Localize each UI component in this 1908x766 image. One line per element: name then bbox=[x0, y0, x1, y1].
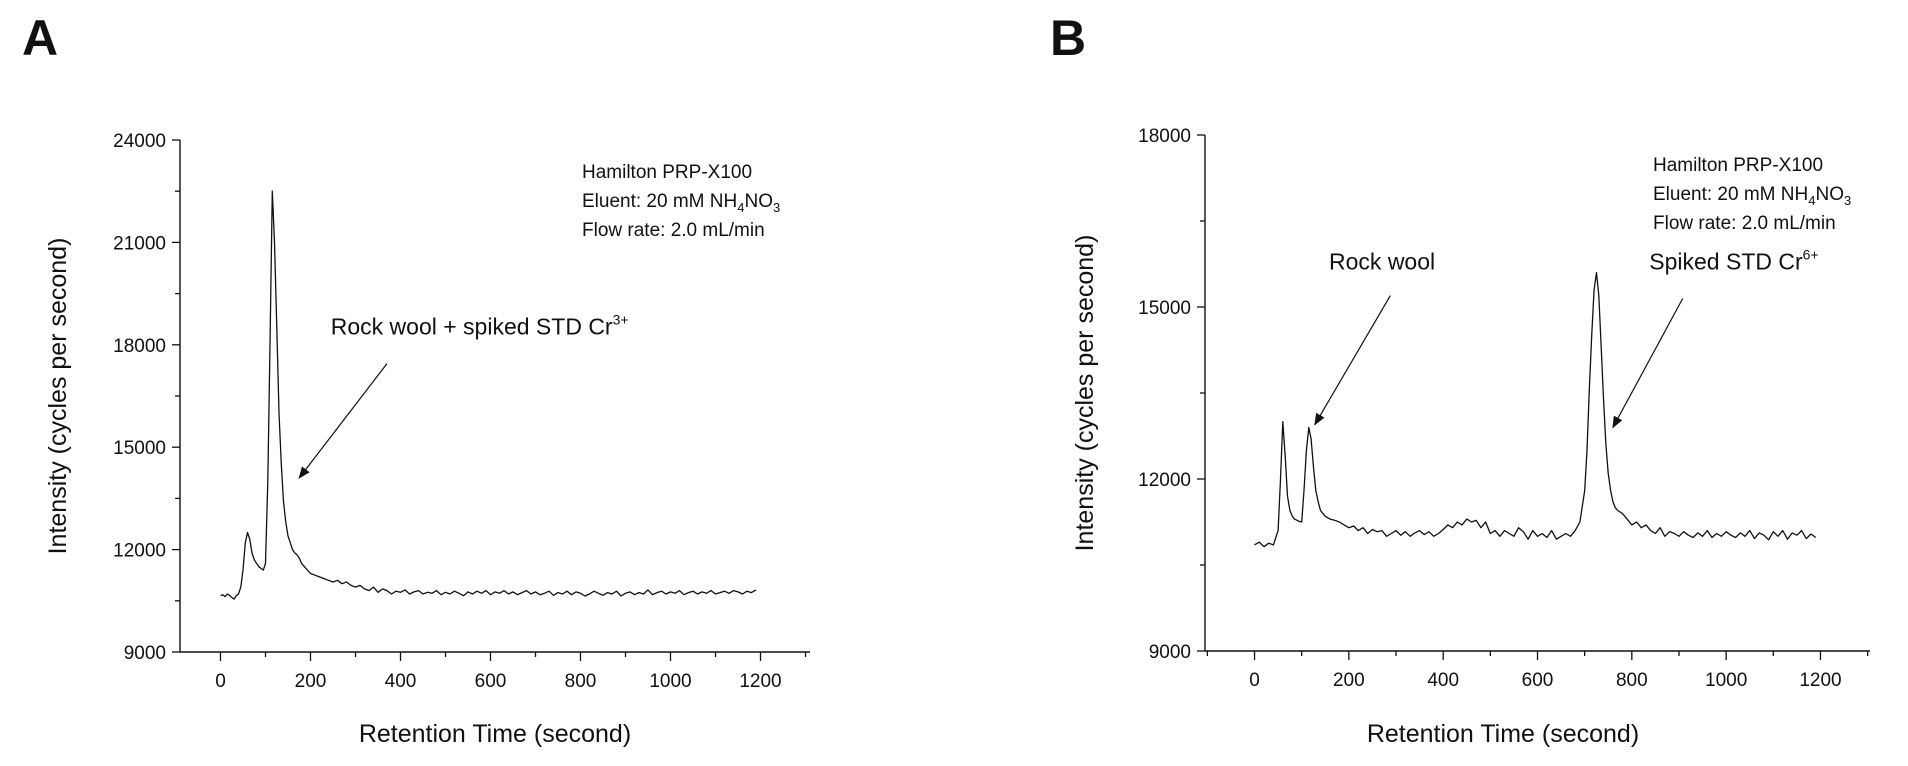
panel-label: A bbox=[22, 10, 58, 66]
info-line: Hamilton PRP-X100 bbox=[582, 162, 752, 183]
x-tick-label: 800 bbox=[1616, 670, 1648, 691]
x-tick-label: 600 bbox=[475, 671, 507, 692]
annotation-arrow bbox=[1612, 298, 1684, 429]
info-line: Eluent: 20 mM NH4NO3 bbox=[1653, 184, 1851, 208]
y-tick-label: 18000 bbox=[1138, 126, 1191, 147]
y-tick-label: 21000 bbox=[113, 233, 166, 254]
y-axis-label: Intensity (cycles per second) bbox=[1071, 235, 1099, 552]
y-tick-label: 18000 bbox=[113, 336, 166, 357]
y-tick-label: 15000 bbox=[113, 438, 166, 459]
y-tick-label: 9000 bbox=[124, 643, 166, 664]
x-tick-label: 1200 bbox=[1799, 670, 1841, 691]
x-tick-label: 200 bbox=[1333, 670, 1365, 691]
series-line bbox=[1254, 271, 1817, 548]
annotation-label: Rock wool bbox=[1329, 249, 1435, 275]
x-tick-label: 400 bbox=[385, 671, 417, 692]
annotation-label: Spiked STD Cr6+ bbox=[1649, 247, 1818, 275]
series-line bbox=[220, 190, 757, 600]
x-tick-label: 1200 bbox=[739, 671, 781, 692]
x-axis-label: Retention Time (second) bbox=[359, 720, 631, 748]
info-line: Eluent: 20 mM NH4NO3 bbox=[582, 191, 780, 215]
y-tick-label: 12000 bbox=[1138, 470, 1191, 491]
info-line: Flow rate: 2.0 mL/min bbox=[582, 220, 765, 241]
panel-label: B bbox=[1050, 10, 1086, 66]
x-tick-label: 0 bbox=[215, 671, 226, 692]
x-tick-label: 1000 bbox=[649, 671, 691, 692]
x-tick-label: 400 bbox=[1427, 670, 1459, 691]
x-tick-label: 1000 bbox=[1705, 670, 1747, 691]
y-axis-label: Intensity (cycles per second) bbox=[44, 238, 72, 555]
x-tick-label: 0 bbox=[1249, 670, 1260, 691]
info-line: Flow rate: 2.0 mL/min bbox=[1653, 213, 1836, 234]
x-tick-label: 200 bbox=[295, 671, 327, 692]
annotation-arrow bbox=[1314, 295, 1391, 426]
y-tick-label: 24000 bbox=[113, 131, 166, 152]
chart-panel-b: B 9000 12000 15000 18000 0 200 400 600 800 1000 120… bbox=[1050, 10, 1870, 748]
info-line: Hamilton PRP-X100 bbox=[1653, 155, 1823, 176]
x-axis-label: Retention Time (second) bbox=[1367, 720, 1639, 748]
y-tick-label: 12000 bbox=[113, 541, 166, 562]
chart-panel-a: A 9000 12000 15000 18000 21000 24000 0 200 400 600… bbox=[22, 10, 810, 748]
y-tick-label: 9000 bbox=[1149, 642, 1191, 663]
annotation-label: Rock wool + spiked STD Cr3+ bbox=[331, 312, 629, 340]
x-tick-label: 600 bbox=[1522, 670, 1554, 691]
y-tick-label: 15000 bbox=[1138, 298, 1191, 319]
x-tick-label: 800 bbox=[565, 671, 597, 692]
annotation-arrow bbox=[298, 363, 388, 479]
